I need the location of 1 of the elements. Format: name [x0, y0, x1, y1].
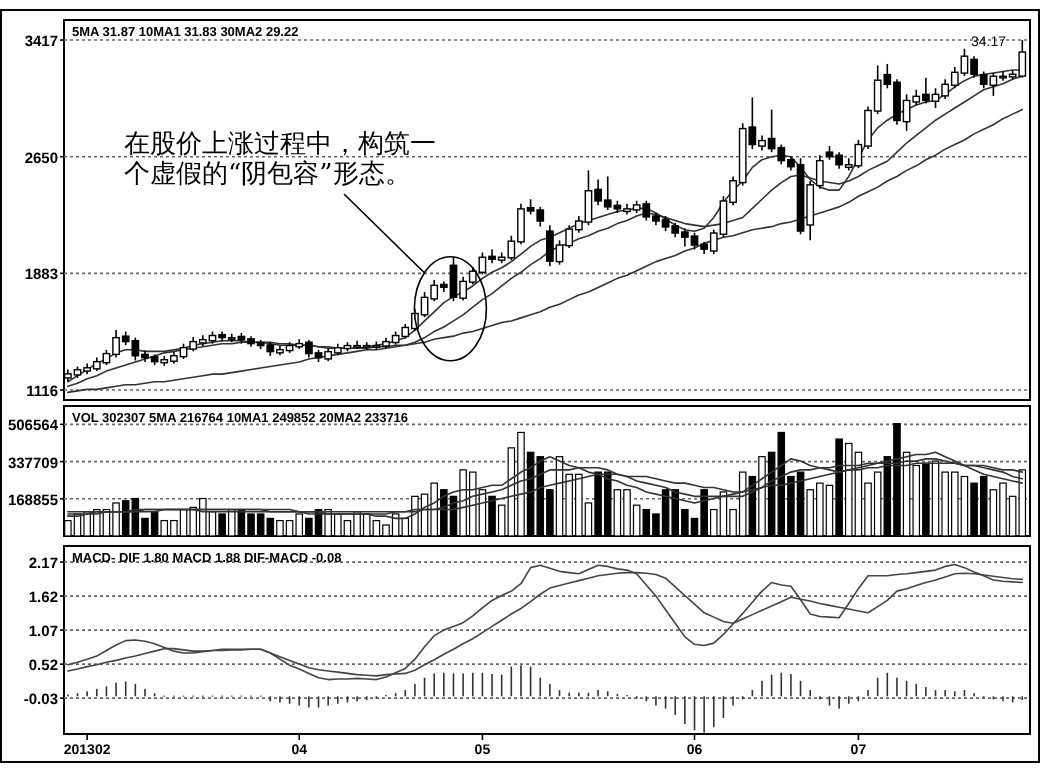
annotation: 在股价上涨过程中，构筑一个虚假的“阴包容”形态。: [124, 130, 436, 190]
